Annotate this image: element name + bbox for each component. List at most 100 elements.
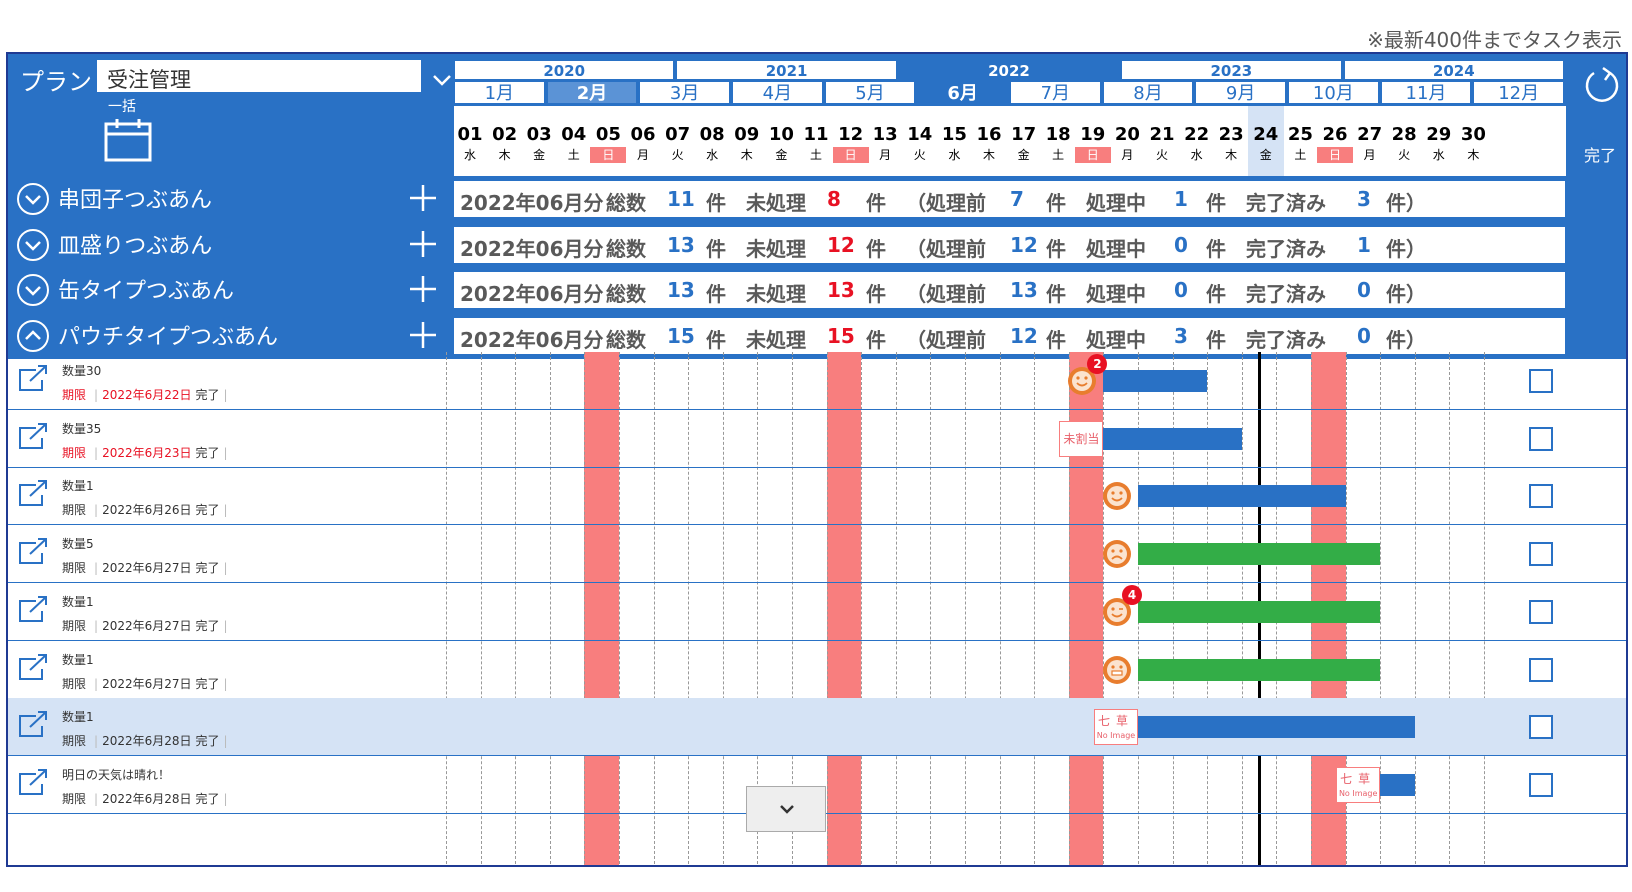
open-task-icon[interactable]: [16, 479, 50, 513]
plan-dropdown[interactable]: 受注管理: [96, 59, 459, 97]
add-task-icon[interactable]: [408, 229, 438, 263]
summary-unit: 件: [1046, 282, 1066, 306]
month-12[interactable]: 12月: [1473, 81, 1564, 104]
day-07: 07 火: [660, 106, 696, 176]
complete-checkbox[interactable]: [1529, 369, 1553, 393]
task-meta: 期限 | 2022年6月28日 完了 |: [62, 732, 232, 749]
open-task-icon[interactable]: [16, 710, 50, 744]
day-weekday: 日: [832, 147, 869, 163]
chevron-down-icon[interactable]: [16, 182, 50, 220]
day-number: 17: [1011, 124, 1037, 145]
day-weekday: 木: [1467, 148, 1480, 162]
summary-close: 件）: [1386, 327, 1426, 352]
month-2[interactable]: 2月: [546, 81, 638, 104]
task-bar[interactable]: [1103, 427, 1242, 450]
day-weekday: 土: [567, 148, 580, 162]
open-task-icon[interactable]: [16, 595, 50, 629]
grid-line: [1068, 352, 1070, 865]
day-17: 17 金: [1006, 106, 1042, 176]
notification-badge: 2: [1087, 354, 1108, 374]
task-title: 明日の天気は晴れ！: [62, 767, 171, 782]
assignee-avatar-icon[interactable]: [1067, 366, 1097, 396]
day-number: 24: [1253, 124, 1279, 145]
add-task-icon[interactable]: [408, 320, 438, 354]
complete-checkbox[interactable]: [1529, 542, 1553, 567]
complete-checkbox[interactable]: [1529, 426, 1553, 451]
summary-before-label: （処理前: [906, 236, 986, 261]
task-bar[interactable]: [1138, 485, 1346, 508]
day-number: 06: [630, 124, 656, 145]
add-task-icon[interactable]: [408, 274, 438, 308]
open-task-icon[interactable]: [16, 653, 50, 687]
year-2024[interactable]: 2024: [1343, 60, 1564, 80]
unassigned-tag[interactable]: 未割当: [1059, 420, 1104, 457]
open-task-icon[interactable]: [16, 364, 50, 398]
due-label: 期限: [62, 388, 87, 402]
complete-checkbox[interactable]: [1529, 772, 1553, 797]
complete-checkbox[interactable]: [1529, 657, 1553, 682]
refresh-icon[interactable]: [1582, 64, 1622, 108]
month-6[interactable]: 6月: [917, 81, 1008, 104]
month-9[interactable]: 9月: [1195, 81, 1286, 104]
chevron-down-icon: [780, 805, 794, 814]
bulk-label: 一括: [108, 99, 136, 115]
month-8[interactable]: 8月: [1102, 81, 1194, 104]
calendar-icon[interactable]: [104, 118, 152, 166]
complete-checkbox[interactable]: [1529, 599, 1553, 624]
day-28: 28 火: [1386, 106, 1422, 176]
complete-checkbox[interactable]: [1529, 484, 1553, 509]
summary-total: 11: [667, 187, 695, 211]
task-status: 完了: [195, 734, 220, 749]
summary-period: 2022年06月分: [460, 282, 604, 306]
plan-dropdown-button[interactable]: [425, 63, 459, 97]
assignee-avatar-icon[interactable]: [1102, 539, 1132, 569]
grid-line: [480, 352, 482, 865]
task-meta: 期限 | 2022年6月27日 完了 |: [62, 675, 232, 692]
chevron-down-icon[interactable]: [16, 273, 50, 311]
day-15: 15 水: [936, 106, 972, 176]
summary-before: 12: [1010, 323, 1038, 348]
month-3[interactable]: 3月: [639, 81, 730, 104]
assignee-avatar-icon[interactable]: [1102, 597, 1132, 627]
complete-checkbox[interactable]: [1529, 715, 1553, 740]
task-bar[interactable]: [1138, 716, 1415, 739]
assignee-no-image[interactable]: 七草 No Image: [1094, 709, 1138, 746]
scroll-down-button[interactable]: [746, 786, 826, 832]
month-11[interactable]: 11月: [1380, 81, 1472, 104]
chevron-up-icon[interactable]: [16, 319, 50, 357]
day-weekday: 月: [879, 148, 892, 162]
day-number: 02: [492, 124, 518, 145]
assignee-avatar-icon[interactable]: [1102, 655, 1132, 685]
task-bar[interactable]: [1138, 658, 1381, 681]
day-08: 08 水: [694, 106, 730, 176]
separator: |: [94, 791, 99, 806]
task-bar[interactable]: [1138, 543, 1381, 566]
due-date: 2022年6月27日: [102, 618, 192, 633]
group-name: 缶タイプつぶあん: [58, 279, 235, 304]
month-4[interactable]: 4月: [732, 81, 823, 104]
open-task-icon[interactable]: [16, 422, 50, 456]
task-bar[interactable]: [1138, 600, 1381, 623]
year-2023[interactable]: 2023: [1121, 60, 1342, 80]
task-bar[interactable]: [1103, 370, 1208, 392]
year-2021[interactable]: 2021: [676, 60, 897, 80]
assignee-no-image[interactable]: 七草 No Image: [1336, 766, 1381, 803]
open-task-icon[interactable]: [16, 537, 50, 571]
month-10[interactable]: 10月: [1288, 81, 1379, 104]
summary-before-label: （処理前: [906, 191, 986, 215]
due-label: 期限: [62, 676, 87, 691]
year-2020[interactable]: 2020: [454, 60, 675, 80]
open-task-icon[interactable]: [16, 768, 50, 802]
month-1[interactable]: 1月: [454, 81, 545, 104]
assignee-avatar-icon[interactable]: [1102, 481, 1132, 511]
add-task-icon[interactable]: [408, 183, 438, 217]
month-5[interactable]: 5月: [824, 81, 916, 104]
year-2022[interactable]: 2022: [898, 60, 1120, 80]
year-selector: 2020 2021 2022 2023 2024: [454, 60, 1566, 80]
chevron-down-icon[interactable]: [16, 228, 50, 266]
day-weekday: 火: [913, 148, 926, 162]
grid-line: [1380, 352, 1382, 865]
month-7[interactable]: 7月: [1010, 81, 1101, 104]
summary-unprocessed-label: 未処理: [746, 282, 806, 306]
task-bar[interactable]: [1380, 773, 1415, 796]
